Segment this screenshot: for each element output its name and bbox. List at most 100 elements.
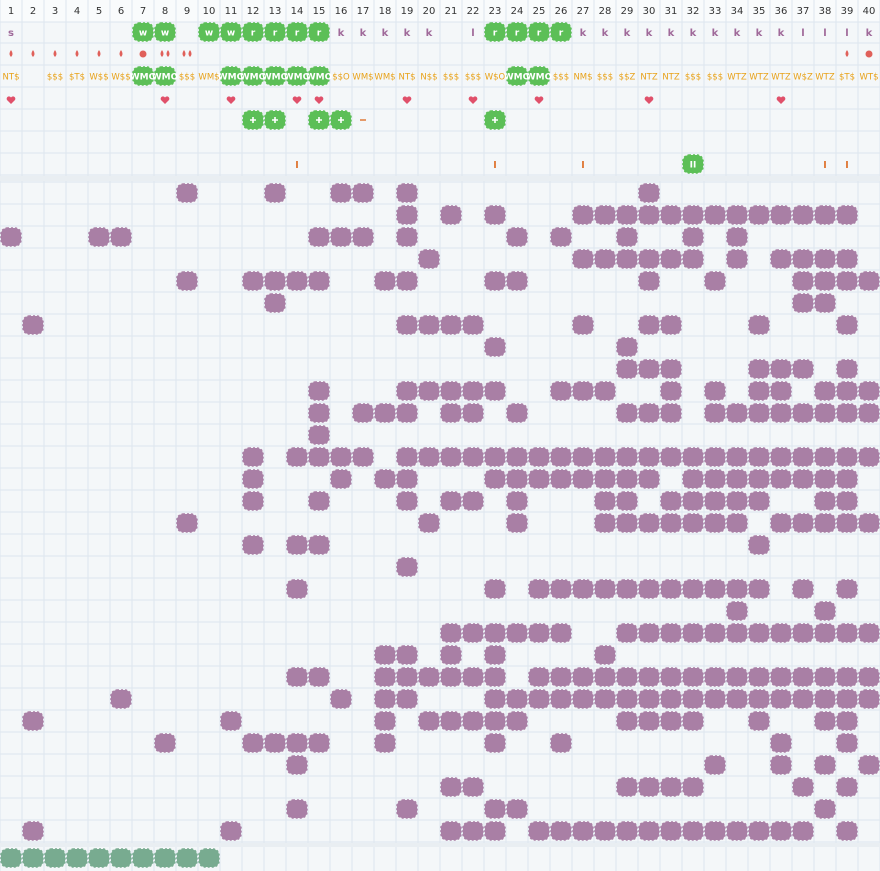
purple-block (836, 711, 858, 731)
purple-block (154, 733, 176, 753)
column-number: 3 (52, 6, 58, 17)
purple-block (792, 623, 814, 643)
badge (132, 22, 154, 42)
purple-block (242, 535, 264, 555)
column-number: 31 (665, 6, 678, 17)
purple-block (704, 579, 726, 599)
purple-block (572, 315, 594, 335)
heart-icon (292, 96, 302, 104)
purple-block (506, 623, 528, 643)
purple-block (748, 447, 770, 467)
column-number: 38 (819, 6, 832, 17)
purple-block (374, 689, 396, 709)
purple-block (748, 623, 770, 643)
letter-cell: r (515, 29, 520, 39)
code-cell: W$$ (111, 73, 130, 83)
code-cell: $$$ (179, 73, 195, 83)
tick-cell: II (690, 161, 697, 171)
purple-block (396, 799, 418, 819)
purple-block (594, 689, 616, 709)
code-cell: WT$ (859, 73, 878, 83)
badge (154, 66, 176, 86)
purple-block (374, 271, 396, 291)
letter-cell: k (734, 28, 741, 39)
purple-block (616, 227, 638, 247)
purple-block (638, 359, 660, 379)
purple-block (242, 447, 264, 467)
purple-block (704, 271, 726, 291)
green-block (132, 848, 154, 868)
purple-block (704, 381, 726, 401)
purple-block (814, 381, 836, 401)
letter-cell: r (493, 29, 498, 39)
plus-icon (492, 117, 498, 123)
purple-block (792, 403, 814, 423)
purple-block (726, 469, 748, 489)
tick-cell: I (295, 160, 299, 171)
purple-block (572, 205, 594, 225)
badge (682, 154, 704, 174)
purple-block (528, 689, 550, 709)
code-cell: WMO (504, 73, 531, 83)
heart-icon (6, 96, 16, 104)
purple-block (396, 645, 418, 665)
code-cell: $T$ (839, 73, 855, 83)
purple-block (858, 271, 880, 291)
purple-block (792, 447, 814, 467)
purple-block (550, 381, 572, 401)
purple-block (330, 183, 352, 203)
letter-cell: k (602, 28, 609, 39)
purple-block (594, 491, 616, 511)
purple-block (616, 579, 638, 599)
code-cell: WMO (526, 73, 553, 83)
heart-icon (534, 96, 544, 104)
purple-block (638, 777, 660, 797)
letter-cell: k (338, 28, 345, 39)
purple-block (704, 205, 726, 225)
column-number: 28 (599, 6, 612, 17)
separator (0, 843, 880, 847)
green-block (0, 848, 22, 868)
purple-block (396, 447, 418, 467)
purple-block (594, 249, 616, 269)
purple-block (264, 293, 286, 313)
purple-block (660, 359, 682, 379)
purple-block (792, 513, 814, 533)
purple-block (462, 315, 484, 335)
purple-block (836, 513, 858, 533)
column-number: 16 (335, 6, 348, 17)
column-number: 12 (247, 6, 260, 17)
column-number: 23 (489, 6, 502, 17)
code-cell: WTZ (749, 73, 769, 83)
purple-block (836, 623, 858, 643)
purple-block (748, 535, 770, 555)
purple-block (682, 491, 704, 511)
purple-block (484, 821, 506, 841)
purple-block (550, 227, 572, 247)
purple-block (330, 227, 352, 247)
dot-icon (865, 50, 873, 58)
purple-block (440, 491, 462, 511)
purple-block (286, 667, 308, 687)
heart-icon (226, 96, 236, 104)
purple-block (704, 689, 726, 709)
purple-block (550, 447, 572, 467)
purple-block (858, 403, 880, 423)
purple-block (506, 271, 528, 291)
purple-block (704, 755, 726, 775)
purple-block (836, 777, 858, 797)
badge (154, 22, 176, 42)
purple-block (374, 667, 396, 687)
purple-block (484, 447, 506, 467)
purple-block (396, 271, 418, 291)
purple-block (440, 447, 462, 467)
heart-icon (160, 96, 170, 104)
purple-block (374, 403, 396, 423)
purple-block (704, 667, 726, 687)
purple-block (528, 821, 550, 841)
code-cell: WMO (306, 73, 333, 83)
purple-block (858, 447, 880, 467)
purple-block (462, 821, 484, 841)
purple-block (638, 579, 660, 599)
purple-block (594, 205, 616, 225)
